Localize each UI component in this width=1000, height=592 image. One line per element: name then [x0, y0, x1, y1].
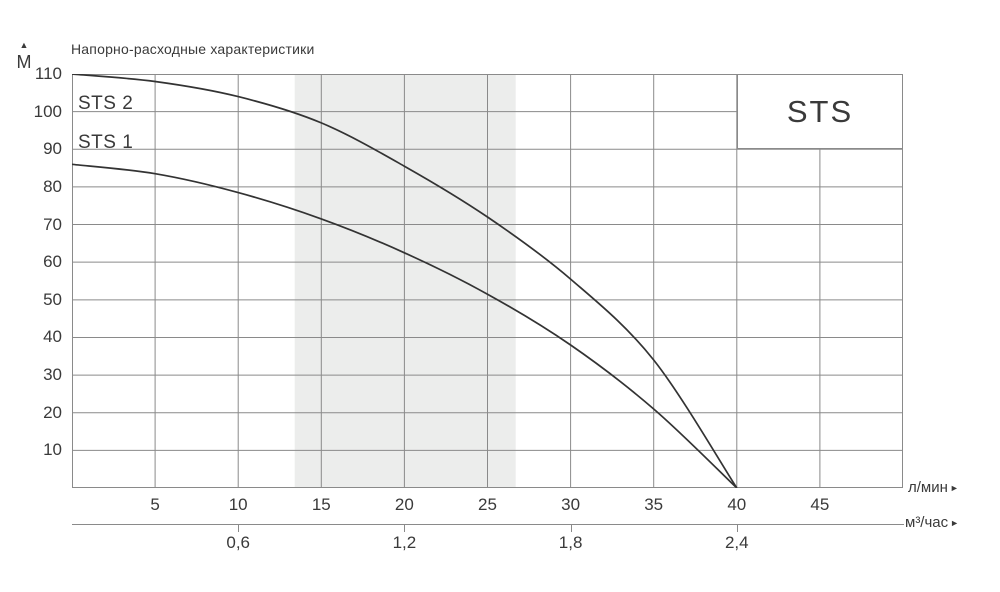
y-axis-arrow-icon: ▲: [19, 40, 29, 50]
x-tick-label-m3h: 2,4: [724, 533, 749, 552]
legend-box: STS: [737, 74, 903, 149]
secondary-axis-tick-mark: [238, 524, 240, 532]
x-axis-secondary-unit: м³/час ►: [905, 515, 959, 531]
x-tick-label-m3h: 0,6: [226, 533, 250, 552]
plot-svg: [72, 74, 903, 488]
y-tick-label: 80: [43, 176, 62, 196]
plot-area: STS 2 STS 1 STS: [72, 74, 903, 488]
y-tick-label: 20: [43, 402, 62, 422]
x-tick-label-lmin: 5: [150, 495, 160, 514]
x-axis-primary-unit: л/мин ►: [908, 480, 959, 496]
y-axis-unit-block: ▲ М: [10, 40, 38, 72]
chart-title: Напорно-расходные характеристики: [71, 41, 315, 57]
y-axis-unit-label: М: [16, 52, 32, 72]
secondary-axis-line: [72, 524, 904, 525]
y-tick-label: 50: [43, 289, 62, 309]
x-tick-label-lmin: 10: [228, 495, 248, 514]
secondary-axis-tick-mark: [404, 524, 406, 532]
y-tick-label: 60: [43, 252, 62, 272]
y-tick-label: 30: [43, 365, 62, 385]
x-axis-right-arrow-icon: ►: [949, 483, 959, 493]
series-label-sts2: STS 2: [78, 93, 134, 114]
secondary-axis-tick-mark: [570, 524, 572, 532]
x-tick-label-lmin: 20: [394, 495, 414, 514]
pump-curve-sts-2: [72, 74, 738, 488]
recommended-range-band: [294, 74, 516, 488]
series-label-sts1: STS 1: [78, 132, 134, 153]
y-tick-label: 110: [34, 64, 62, 83]
x-tick-label-lmin: 30: [561, 495, 581, 514]
x-axis-primary-unit-text: л/мин: [908, 479, 948, 496]
x-tick-label-lmin: 40: [727, 495, 747, 514]
legend-box-label: STS: [786, 93, 854, 129]
y-tick-label: 90: [43, 139, 62, 159]
secondary-axis-tick-mark: [736, 524, 738, 532]
x-tick-label-lmin: 35: [644, 495, 664, 514]
x-tick-label-lmin: 25: [478, 495, 497, 514]
pump-curve-sts-1: [72, 163, 738, 488]
y-tick-label: 10: [43, 440, 62, 460]
x-tick-label-m3h: 1,8: [558, 533, 583, 552]
y-tick-label: 40: [43, 327, 62, 347]
x-axis-right-arrow-icon: ►: [950, 518, 960, 528]
y-tick-label: 100: [33, 101, 62, 121]
x-tick-label-m3h: 1,2: [392, 533, 417, 552]
x-tick-label-lmin: 45: [810, 495, 830, 514]
x-axis-secondary-unit-text: м³/час: [905, 514, 949, 531]
x-tick-label-lmin: 15: [311, 495, 331, 514]
y-tick-label: 70: [43, 214, 62, 234]
